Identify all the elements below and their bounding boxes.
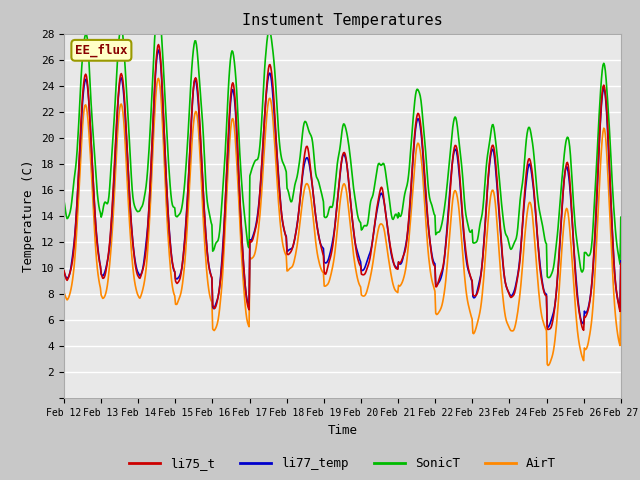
X-axis label: Time: Time <box>328 424 357 437</box>
Title: Instument Temperatures: Instument Temperatures <box>242 13 443 28</box>
Y-axis label: Temperature (C): Temperature (C) <box>22 160 35 272</box>
Legend: li75_t, li77_temp, SonicT, AirT: li75_t, li77_temp, SonicT, AirT <box>124 452 561 475</box>
Text: EE_flux: EE_flux <box>75 44 127 57</box>
